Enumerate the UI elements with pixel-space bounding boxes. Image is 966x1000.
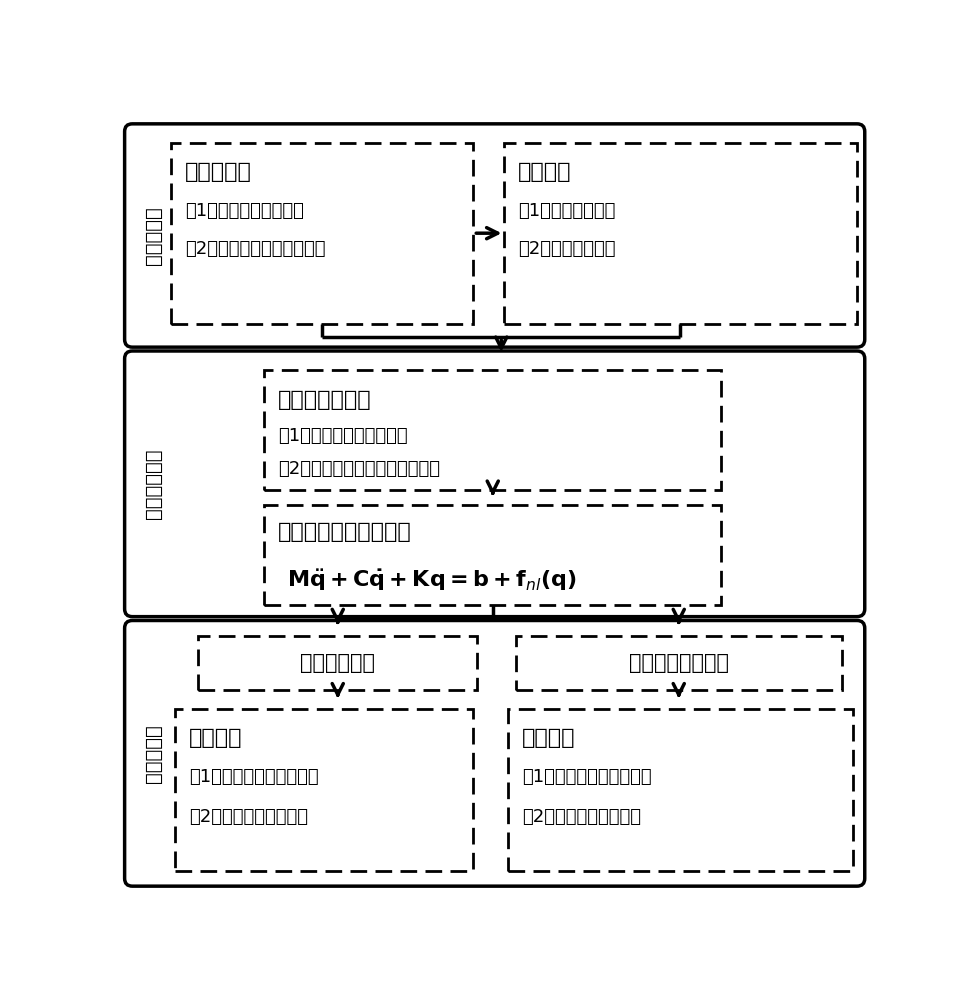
Bar <box>198 636 477 690</box>
Text: （2）大型稀疏矩阵的逆矩阵问题: （2）大型稀疏矩阵的逆矩阵问题 <box>278 460 440 478</box>
Text: （2）同节径频率的分裂: （2）同节径频率的分裂 <box>523 808 641 826</box>
Bar <box>508 709 853 871</box>
Bar <box>516 636 841 690</box>
Text: 前处理模块: 前处理模块 <box>144 206 163 265</box>
Text: （2）质量、阻尼、刚度矩阵: （2）质量、阻尼、刚度矩阵 <box>185 240 326 258</box>
Text: （1）接触对的定义: （1）接触对的定义 <box>519 202 615 220</box>
Bar <box>171 143 473 324</box>
Text: 裂纹模型: 裂纹模型 <box>519 162 572 182</box>
Text: 有限元模型: 有限元模型 <box>185 162 252 182</box>
Text: 后处理模块: 后处理模块 <box>144 724 163 783</box>
FancyBboxPatch shape <box>125 124 865 347</box>
Text: （1）基本扇区旋转变换: （1）基本扇区旋转变换 <box>185 202 304 220</box>
Text: （1）混合界面模态综合法: （1）混合界面模态综合法 <box>278 427 408 445</box>
Bar <box>264 370 722 490</box>
Text: 系统非线性动力学模型: 系统非线性动力学模型 <box>278 522 412 542</box>
Text: 自由度缩减建模: 自由度缩减建模 <box>278 390 372 410</box>
Text: 分析求解模块: 分析求解模块 <box>144 449 163 519</box>
Text: （2）裂纹对响应的影响: （2）裂纹对响应的影响 <box>189 808 308 826</box>
Text: 频率结果: 频率结果 <box>523 728 576 748</box>
Text: （1）时域响应与频响函数: （1）时域响应与频响函数 <box>189 768 319 786</box>
Text: $\mathbf{M\ddot{q}+C\dot{q}+Kq=b+f_{\mathit{nl}}(q)}$: $\mathbf{M\ddot{q}+C\dot{q}+Kq=b+f_{\mat… <box>287 568 577 593</box>
Bar <box>175 709 473 871</box>
Text: （1）裂纹结构的频率偏移: （1）裂纹结构的频率偏移 <box>523 768 652 786</box>
Text: （2）接触力的计算: （2）接触力的计算 <box>519 240 616 258</box>
FancyBboxPatch shape <box>125 620 865 886</box>
FancyBboxPatch shape <box>125 351 865 617</box>
Bar <box>504 143 857 324</box>
Text: 响应结果: 响应结果 <box>189 728 242 748</box>
Text: 时域响应分析: 时域响应分析 <box>300 653 375 673</box>
Bar <box>264 505 722 605</box>
Text: 谐振频率统计分析: 谐振频率统计分析 <box>629 653 728 673</box>
